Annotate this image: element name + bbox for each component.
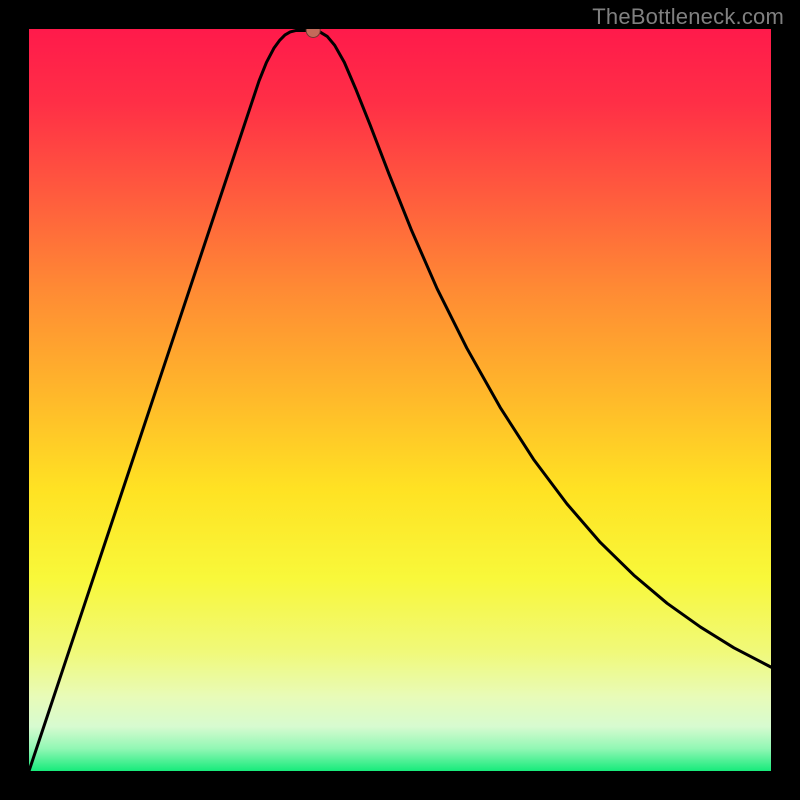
chart-frame: TheBottleneck.com	[0, 0, 800, 800]
bottleneck-curve	[29, 30, 771, 771]
curve-layer	[29, 29, 771, 771]
plot-area	[29, 29, 771, 771]
watermark-text: TheBottleneck.com	[592, 4, 784, 30]
optimum-marker	[306, 29, 320, 37]
